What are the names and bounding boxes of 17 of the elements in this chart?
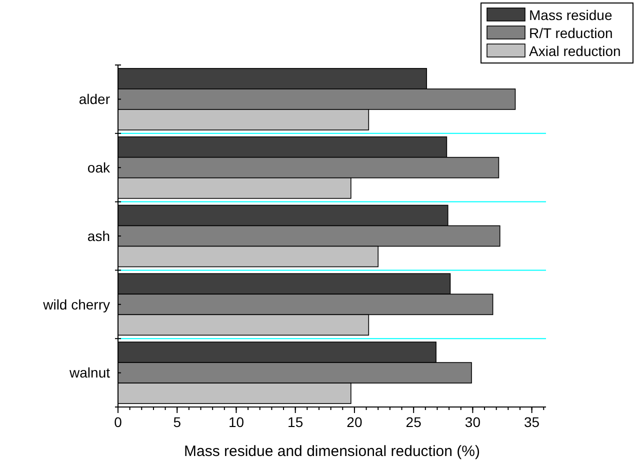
- legend-label: Mass residue: [529, 6, 612, 23]
- y-tick-label: oak: [87, 160, 111, 176]
- legend-label: R/T reduction: [529, 24, 613, 41]
- y-tick-label: wild cherry: [42, 296, 110, 312]
- x-tick-label: 30: [464, 414, 481, 430]
- x-axis-title: Mass residue and dimensional reduction (%): [184, 443, 480, 460]
- y-tick-label: walnut: [68, 364, 110, 381]
- y-tick-label: alder: [78, 91, 110, 108]
- y-tick-label: ash: [87, 228, 110, 244]
- x-tick-label: 25: [406, 414, 422, 430]
- x-tick-label: 35: [524, 414, 540, 430]
- x-tick-label: 5: [173, 414, 182, 430]
- x-tick-label: 10: [228, 414, 244, 430]
- x-tick-label: 20: [346, 414, 362, 430]
- legend-label: Axial reduction: [529, 42, 621, 59]
- x-tick-label: 15: [288, 414, 304, 430]
- x-tick-label: 0: [114, 414, 122, 430]
